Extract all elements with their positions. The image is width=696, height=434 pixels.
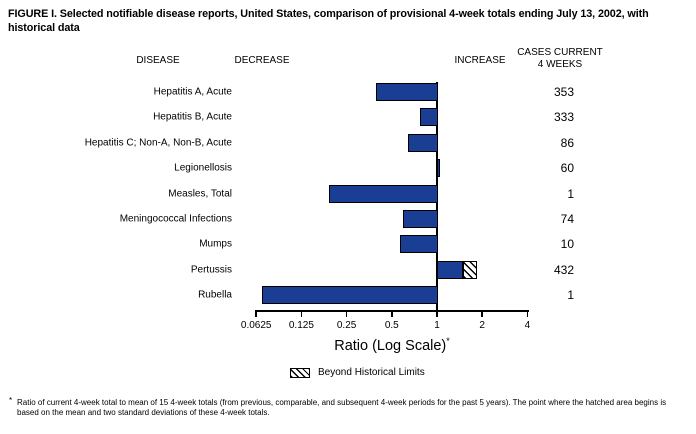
disease-bar <box>437 260 464 279</box>
axis-tick <box>391 310 393 317</box>
axis-tick <box>345 310 348 317</box>
disease-label: Hepatitis C; Non-A, Non-B, Acute <box>84 137 232 149</box>
axis-tick <box>300 310 303 317</box>
disease-bar <box>402 210 439 228</box>
disease-label: Hepatitis B, Acute <box>153 111 232 123</box>
cases-value: 1 <box>567 186 574 201</box>
disease-bar <box>407 133 439 152</box>
disease-bar <box>400 235 439 254</box>
disease-bar <box>437 159 441 178</box>
disease-label: Legionellosis <box>174 162 232 174</box>
cases-value: 333 <box>553 110 574 125</box>
x-axis-title-asterisk: * <box>446 336 450 346</box>
axis-tick <box>255 310 257 317</box>
disease-bar <box>419 108 439 127</box>
cases-value: 60 <box>560 161 574 176</box>
disease-bar-beyond-limits <box>463 260 478 279</box>
axis-tick-label: 4 <box>524 320 531 331</box>
disease-label: Measles, Total <box>168 188 232 200</box>
footnote: * Ratio of current 4-week total to mean o… <box>8 396 690 419</box>
disease-label: Rubella <box>198 289 232 301</box>
x-axis-title: Ratio (Log Scale)* <box>334 336 450 354</box>
cases-value: 1 <box>567 288 574 303</box>
x-axis-title-text: Ratio (Log Scale) <box>334 337 447 354</box>
axis-tick-label: 2 <box>479 320 485 331</box>
axis-tick-label: 1 <box>434 320 440 331</box>
axis-tick <box>481 310 483 317</box>
axis-tick-label: 0.125 <box>288 320 314 331</box>
footnote-marker: * <box>9 396 13 405</box>
cases-value: 432 <box>553 262 574 277</box>
column-header-decrease: DECREASE <box>234 55 290 66</box>
cases-value: 74 <box>560 212 574 226</box>
column-header-disease: DISEASE <box>136 55 180 66</box>
column-header-cases-current: CASES CURRENT 4 WEEKS <box>517 47 603 70</box>
cases-value: 86 <box>560 135 574 150</box>
disease-label: Hepatitis A, Acute <box>153 86 232 98</box>
cases-value: 353 <box>553 85 574 99</box>
axis-tick-label: 0.5 <box>384 320 399 331</box>
disease-label: Mumps <box>199 238 232 250</box>
disease-bar <box>328 184 439 203</box>
disease-bar <box>261 286 439 305</box>
legend-label: Beyond Historical Limits <box>318 367 425 378</box>
disease-bar <box>375 83 439 101</box>
footnote-text: Ratio of current 4-week total to mean of… <box>17 398 667 418</box>
axis-tick <box>436 310 438 317</box>
legend-hatch-swatch <box>290 368 310 378</box>
disease-label: Pertussis <box>190 264 232 276</box>
axis-tick-label: 0.0625 <box>240 320 272 331</box>
disease-label: Meningococcal Infections <box>119 213 232 225</box>
cases-value: 10 <box>560 237 574 252</box>
axis-tick <box>526 310 529 317</box>
axis-tick-label: 0.25 <box>336 320 357 331</box>
column-header-increase: INCREASE <box>454 55 506 66</box>
figure-title: FIGURE I. Selected notifiable disease re… <box>8 8 649 35</box>
